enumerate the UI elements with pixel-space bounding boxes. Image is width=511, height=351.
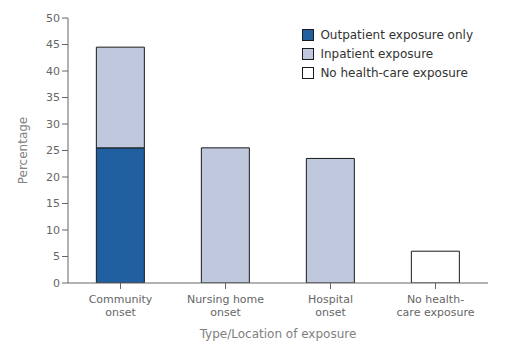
svg-text:15: 15 <box>46 197 60 210</box>
svg-text:45: 45 <box>46 38 60 51</box>
html-text:Inpatient exposure: Inpatient exposure <box>320 47 434 61</box>
svg-text:Type/Location of exposure: Type/Location of exposure <box>199 327 357 341</box>
svg-text:Percentage: Percentage <box>16 117 30 185</box>
svg-text:40: 40 <box>46 65 60 78</box>
svg-text:Nursing homeonset: Nursing homeonset <box>187 293 264 319</box>
svg-text:No health-care exposure: No health-care exposure <box>397 293 475 319</box>
svg-text:20: 20 <box>46 171 60 184</box>
svg-text:25: 25 <box>46 144 60 157</box>
svg-text:Hospitalonset: Hospitalonset <box>308 293 353 319</box>
svg-text:35: 35 <box>46 91 60 104</box>
svg-text:30: 30 <box>46 118 60 131</box>
svg-text:Communityonset: Communityonset <box>89 293 153 319</box>
svg-text:5: 5 <box>53 250 60 263</box>
svg-text:50: 50 <box>46 12 60 25</box>
html-text:Outpatient exposure only: Outpatient exposure only <box>320 28 473 42</box>
svg-text:10: 10 <box>46 224 60 237</box>
html-text:No health-care exposure: No health-care exposure <box>320 66 468 80</box>
svg-text:0: 0 <box>53 277 60 290</box>
